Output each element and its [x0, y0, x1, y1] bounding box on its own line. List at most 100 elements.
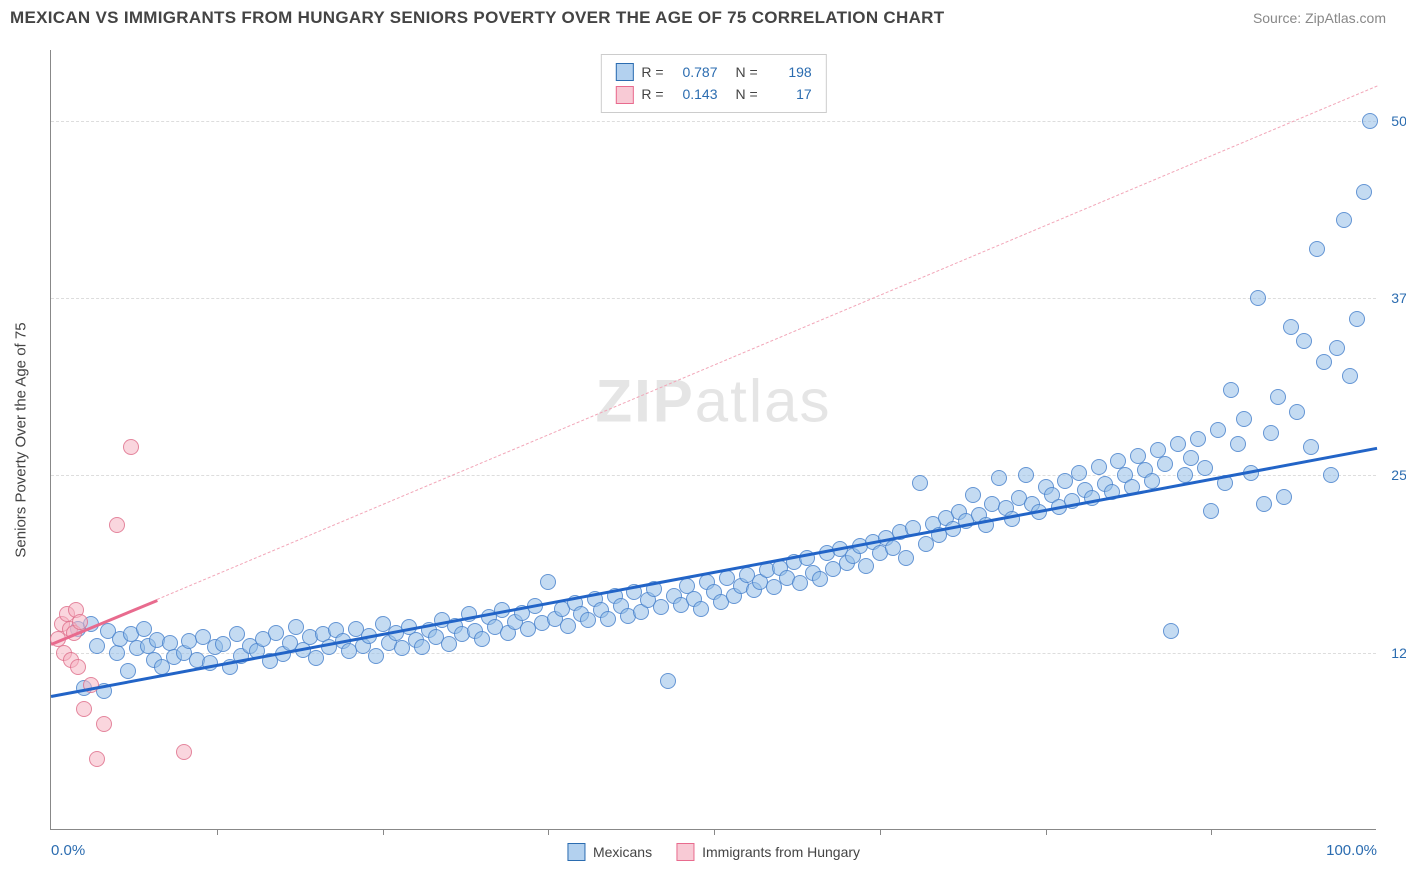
legend-swatch [567, 843, 585, 861]
data-point [176, 744, 192, 760]
data-point [660, 673, 676, 689]
data-point [653, 599, 669, 615]
data-point [1170, 436, 1186, 452]
data-point [96, 716, 112, 732]
data-point [109, 517, 125, 533]
data-point [991, 470, 1007, 486]
legend-item: Immigrants from Hungary [676, 843, 860, 861]
data-point [1342, 368, 1358, 384]
x-tick [880, 829, 881, 835]
series-legend: Mexicans Immigrants from Hungary [567, 843, 860, 861]
data-point [858, 558, 874, 574]
data-point [89, 638, 105, 654]
data-point [965, 487, 981, 503]
data-point [600, 611, 616, 627]
x-tick [217, 829, 218, 835]
data-point [1323, 467, 1339, 483]
data-point [1091, 459, 1107, 475]
legend-row: R = 0.143 N = 17 [615, 83, 811, 105]
data-point [1336, 212, 1352, 228]
data-point [76, 701, 92, 717]
legend-swatch [615, 86, 633, 104]
data-point [1263, 425, 1279, 441]
data-point [1071, 465, 1087, 481]
legend-n-value: 17 [766, 83, 812, 105]
correlation-legend: R = 0.787 N = 198 R = 0.143 N = 17 [600, 54, 826, 113]
data-point [70, 659, 86, 675]
data-point [1236, 411, 1252, 427]
data-point [1250, 290, 1266, 306]
data-point [368, 648, 384, 664]
y-tick-label: 37.5% [1391, 290, 1406, 306]
data-point [1144, 473, 1160, 489]
x-tick-label: 0.0% [51, 842, 85, 859]
data-point [1289, 404, 1305, 420]
x-tick-label: 100.0% [1326, 842, 1377, 859]
data-point [136, 621, 152, 637]
legend-r-value: 0.143 [672, 83, 718, 105]
data-point [560, 618, 576, 634]
data-point [1283, 319, 1299, 335]
data-point [1256, 496, 1272, 512]
x-tick [714, 829, 715, 835]
data-point [1276, 489, 1292, 505]
data-point [693, 601, 709, 617]
data-point [1316, 354, 1332, 370]
x-tick [548, 829, 549, 835]
data-point [1296, 333, 1312, 349]
legend-label: Mexicans [593, 844, 652, 860]
data-point [1223, 382, 1239, 398]
data-point [120, 663, 136, 679]
x-tick [383, 829, 384, 835]
data-point [1329, 340, 1345, 356]
gridline [51, 121, 1376, 122]
legend-r-label: R = [641, 61, 663, 83]
data-point [898, 550, 914, 566]
legend-n-label: N = [736, 61, 758, 83]
legend-n-label: N = [736, 83, 758, 105]
data-point [1018, 467, 1034, 483]
legend-row: R = 0.787 N = 198 [615, 61, 811, 83]
data-point [1197, 460, 1213, 476]
legend-n-value: 198 [766, 61, 812, 83]
data-point [1362, 113, 1378, 129]
y-tick-label: 25.0% [1391, 467, 1406, 483]
trend-line [51, 447, 1377, 698]
chart-title: MEXICAN VS IMMIGRANTS FROM HUNGARY SENIO… [10, 8, 944, 28]
y-tick-label: 50.0% [1391, 113, 1406, 129]
data-point [109, 645, 125, 661]
source-label: Source: ZipAtlas.com [1253, 10, 1386, 26]
data-point [123, 439, 139, 455]
data-point [1203, 503, 1219, 519]
data-point [1210, 422, 1226, 438]
legend-swatch [676, 843, 694, 861]
data-point [89, 751, 105, 767]
legend-item: Mexicans [567, 843, 652, 861]
data-point [1303, 439, 1319, 455]
data-point [1190, 431, 1206, 447]
data-point [1356, 184, 1372, 200]
y-tick-label: 12.5% [1391, 645, 1406, 661]
data-point [181, 633, 197, 649]
x-tick [1046, 829, 1047, 835]
legend-r-label: R = [641, 83, 663, 105]
data-point [1230, 436, 1246, 452]
data-point [1309, 241, 1325, 257]
trend-line-extrapolated [157, 85, 1377, 599]
gridline [51, 298, 1376, 299]
data-point [1349, 311, 1365, 327]
scatter-plot: Seniors Poverty Over the Age of 75 ZIPat… [50, 50, 1376, 830]
data-point [1163, 623, 1179, 639]
legend-swatch [615, 63, 633, 81]
data-point [229, 626, 245, 642]
legend-label: Immigrants from Hungary [702, 844, 860, 860]
data-point [474, 631, 490, 647]
data-point [1270, 389, 1286, 405]
data-point [308, 650, 324, 666]
y-axis-label: Seniors Poverty Over the Age of 75 [13, 322, 30, 557]
x-tick [1211, 829, 1212, 835]
data-point [1157, 456, 1173, 472]
legend-r-value: 0.787 [672, 61, 718, 83]
data-point [912, 475, 928, 491]
data-point [540, 574, 556, 590]
